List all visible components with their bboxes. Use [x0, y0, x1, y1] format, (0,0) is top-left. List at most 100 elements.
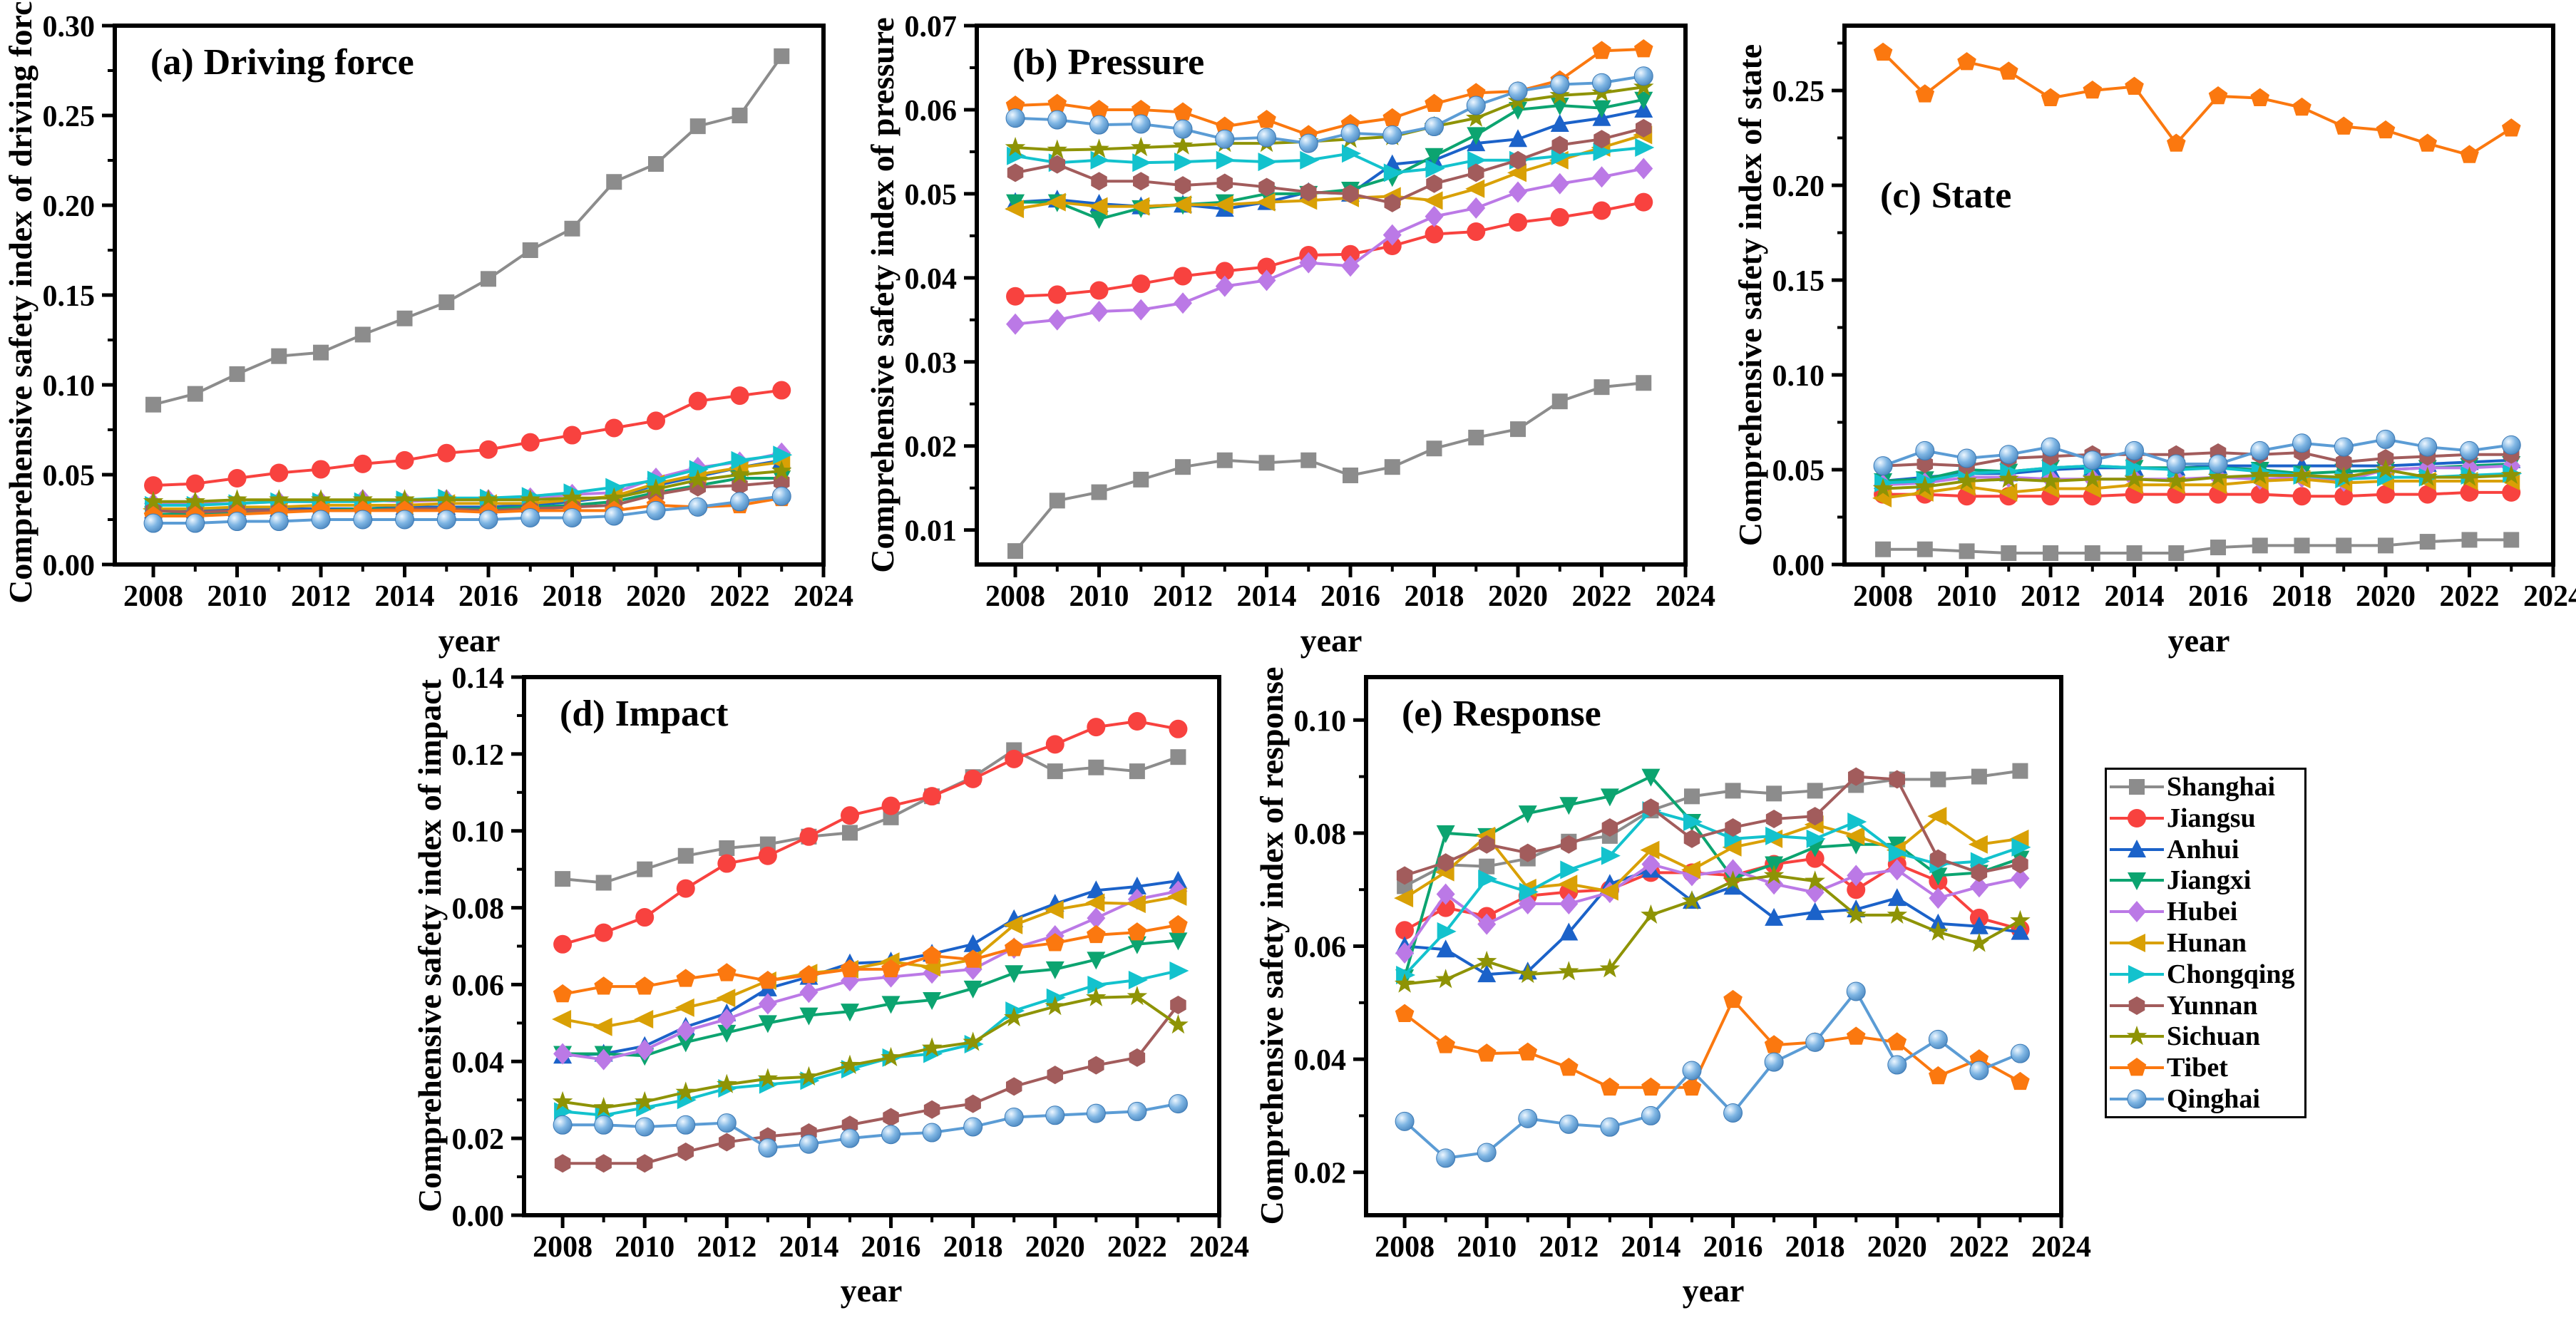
svg-text:2022: 2022: [710, 580, 770, 613]
chongqing-marker-icon: [2110, 964, 2164, 984]
panel-e-plot: 2008 2010 2012 2014 2016 2018 2020 2022 2024 0.02…: [1294, 675, 2091, 1264]
panel-d-plot: 2008 2010 2012 2014 2016 2018 2020 2022 2024 0.00…: [452, 662, 1250, 1264]
svg-text:0.08: 0.08: [452, 893, 505, 926]
series-jiangsu: [1874, 483, 2521, 506]
legend-label: Qinghai: [2167, 1084, 2260, 1115]
svg-text:2016: 2016: [1320, 580, 1380, 613]
svg-text:2016: 2016: [861, 1231, 921, 1264]
jiangxi-marker-icon: [2110, 872, 2164, 891]
hubei-marker-icon: [2110, 901, 2164, 923]
svg-text:2022: 2022: [1949, 1231, 2009, 1264]
legend-label: Shanghai: [2167, 771, 2276, 802]
svg-text:0.10: 0.10: [452, 816, 505, 849]
legend-label: Jiangxi: [2167, 865, 2252, 896]
legend-label: Chongqing: [2167, 959, 2295, 989]
svg-text:0.10: 0.10: [43, 370, 96, 403]
legend-label: Tibet: [2167, 1053, 2228, 1083]
svg-text:2008: 2008: [123, 580, 183, 613]
svg-text:2008: 2008: [1853, 580, 1913, 613]
sichuan-marker-icon: [2110, 1026, 2164, 1046]
series-yunnan: [1007, 118, 1652, 212]
svg-text:0.00: 0.00: [1772, 550, 1825, 582]
svg-text:0.04: 0.04: [905, 263, 958, 296]
series-jiangsu: [144, 381, 791, 495]
svg-text:0.04: 0.04: [1294, 1044, 1347, 1077]
series-shanghai: [555, 742, 1186, 891]
legend-item-jiangsu: Jiangsu: [2107, 804, 2304, 832]
panel-c-tag: (c): [1880, 175, 1921, 216]
legend-item-jiangxi: Jiangxi: [2107, 866, 2304, 894]
legend-label: Sichuan: [2167, 1021, 2260, 1052]
svg-text:0.25: 0.25: [43, 100, 96, 133]
panel-c-plot: 2008 2010 2012 2014 2016 2018 2020 2022 2024 0.00…: [1772, 24, 2576, 613]
series-shanghai: [1007, 375, 1652, 560]
legend-label: Yunnan: [2167, 990, 2258, 1021]
panel-c-title: (c) State: [1880, 175, 2011, 217]
svg-text:2016: 2016: [458, 580, 518, 613]
series-tibet: [1873, 42, 2521, 163]
panel-a-plot: 2008 2010 2012 2014 2016 2018 2020 2022 2024 0.00…: [43, 11, 854, 613]
svg-text:2018: 2018: [943, 1231, 1003, 1264]
panel-d-tag: (d): [560, 693, 605, 734]
svg-text:2012: 2012: [291, 580, 351, 613]
svg-text:2018: 2018: [543, 580, 602, 613]
series-sichuan: [1394, 865, 2031, 993]
svg-text:2022: 2022: [2440, 580, 2500, 613]
panel-e-x-axis-label: year: [1682, 1272, 1745, 1309]
svg-text:0.05: 0.05: [43, 460, 96, 493]
panel-d-y-axis-label: Comprehensive safety index of impact: [411, 679, 448, 1212]
series-chongqing: [1396, 801, 2031, 984]
panel-b-y-axis-label: Comprehensive safety index of pressure: [864, 17, 900, 573]
svg-text:2018: 2018: [2272, 580, 2332, 613]
svg-text:0.05: 0.05: [1772, 455, 1825, 488]
legend-item-qinghai: Qinghai: [2107, 1085, 2304, 1113]
svg-text:2010: 2010: [1457, 1231, 1517, 1264]
svg-text:2014: 2014: [1621, 1231, 1680, 1264]
svg-text:0.14: 0.14: [452, 662, 505, 695]
svg-text:0.10: 0.10: [1772, 360, 1825, 393]
svg-text:2020: 2020: [626, 580, 686, 613]
svg-text:2010: 2010: [615, 1231, 674, 1264]
panel-c-x-axis-label: year: [2167, 622, 2230, 659]
panel-c-title-text: State: [1931, 175, 2012, 216]
svg-text:2020: 2020: [1488, 580, 1548, 613]
svg-text:0.01: 0.01: [905, 515, 958, 548]
svg-text:0.12: 0.12: [452, 739, 505, 772]
legend-item-yunnan: Yunnan: [2107, 991, 2304, 1020]
svg-text:2012: 2012: [2021, 580, 2080, 613]
panel-d-title-text: Impact: [615, 693, 729, 734]
series-tibet: [1005, 39, 1653, 143]
series-sichuan: [1872, 458, 2522, 497]
svg-text:0.06: 0.06: [1294, 932, 1347, 964]
panel-c-y-axis-label: Comprehensive safety index of state: [1732, 43, 1768, 547]
legend-label: Anhui: [2167, 834, 2239, 865]
jiangsu-marker-icon: [2110, 808, 2164, 827]
panel-a-y-axis-label: Comprehensive safety index of driving fo…: [2, 0, 39, 604]
svg-text:2010: 2010: [207, 580, 267, 613]
legend-item-anhui: Anhui: [2107, 835, 2304, 864]
legend-item-sichuan: Sichuan: [2107, 1022, 2304, 1051]
svg-text:0.04: 0.04: [452, 1046, 505, 1079]
legend-item-tibet: Tibet: [2107, 1053, 2304, 1082]
legend-item-hunan: Hunan: [2107, 929, 2304, 957]
panel-b-title-text: Pressure: [1067, 42, 1205, 83]
series-yunnan: [1396, 767, 2028, 885]
svg-text:0.15: 0.15: [43, 280, 96, 313]
svg-text:2020: 2020: [1867, 1231, 1927, 1264]
svg-text:2018: 2018: [1785, 1231, 1845, 1264]
svg-text:2012: 2012: [1153, 580, 1213, 613]
panel-a-title: (a) Driving force: [150, 41, 414, 83]
legend-label: Hunan: [2167, 927, 2247, 958]
svg-text:0.02: 0.02: [905, 431, 958, 464]
svg-text:2016: 2016: [2188, 580, 2248, 613]
series-jiangsu: [553, 712, 1188, 954]
panel-a-title-text: Driving force: [203, 42, 414, 83]
hunan-marker-icon: [2110, 933, 2164, 952]
panel-e-title-text: Response: [1452, 693, 1601, 734]
series-tibet: [1395, 989, 2030, 1096]
svg-text:0.10: 0.10: [1294, 705, 1347, 738]
panel-a-tag: (a): [150, 42, 194, 83]
svg-text:0.02: 0.02: [452, 1123, 505, 1156]
series-sichuan: [143, 460, 792, 510]
qinghai-marker-icon: [2110, 1089, 2164, 1109]
